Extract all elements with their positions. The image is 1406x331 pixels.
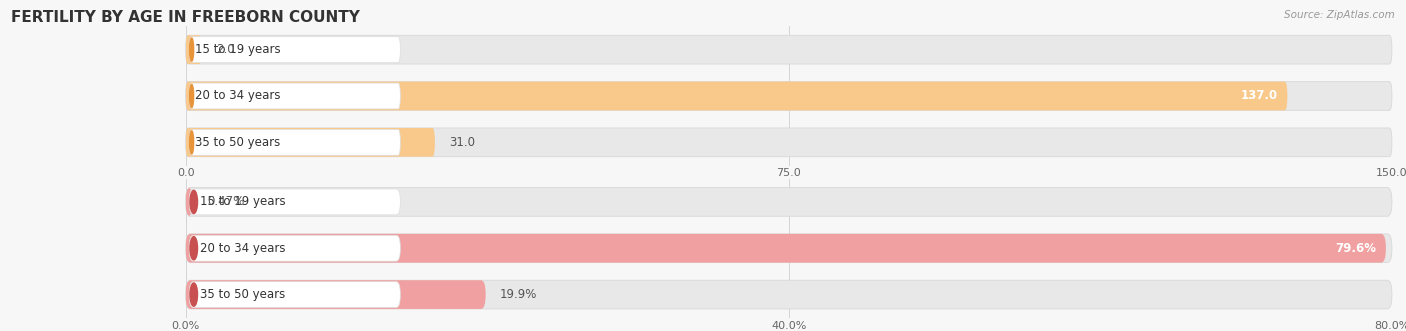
Text: 31.0: 31.0 bbox=[450, 136, 475, 149]
Text: 20 to 34 years: 20 to 34 years bbox=[195, 89, 280, 103]
Text: FERTILITY BY AGE IN FREEBORN COUNTY: FERTILITY BY AGE IN FREEBORN COUNTY bbox=[11, 10, 360, 25]
FancyBboxPatch shape bbox=[186, 82, 1288, 110]
Text: 15 to 19 years: 15 to 19 years bbox=[200, 195, 285, 209]
FancyBboxPatch shape bbox=[186, 234, 1386, 262]
Circle shape bbox=[190, 283, 197, 306]
Text: Source: ZipAtlas.com: Source: ZipAtlas.com bbox=[1284, 10, 1395, 20]
Text: 19.9%: 19.9% bbox=[501, 288, 537, 301]
FancyBboxPatch shape bbox=[186, 35, 1392, 64]
Text: 35 to 50 years: 35 to 50 years bbox=[195, 136, 280, 149]
Text: 137.0: 137.0 bbox=[1240, 89, 1278, 103]
Text: 0.47%: 0.47% bbox=[207, 195, 245, 209]
FancyBboxPatch shape bbox=[190, 83, 401, 109]
FancyBboxPatch shape bbox=[186, 35, 201, 64]
FancyBboxPatch shape bbox=[186, 128, 1392, 157]
Text: 35 to 50 years: 35 to 50 years bbox=[200, 288, 285, 301]
FancyBboxPatch shape bbox=[190, 235, 401, 261]
FancyBboxPatch shape bbox=[190, 189, 401, 215]
FancyBboxPatch shape bbox=[190, 129, 401, 155]
FancyBboxPatch shape bbox=[186, 188, 1392, 216]
Text: 15 to 19 years: 15 to 19 years bbox=[195, 43, 280, 56]
FancyBboxPatch shape bbox=[186, 128, 434, 157]
Circle shape bbox=[190, 131, 194, 154]
Circle shape bbox=[190, 38, 194, 61]
Circle shape bbox=[190, 84, 194, 108]
FancyBboxPatch shape bbox=[186, 82, 1392, 110]
FancyBboxPatch shape bbox=[186, 188, 193, 216]
FancyBboxPatch shape bbox=[186, 234, 1392, 262]
Text: 20 to 34 years: 20 to 34 years bbox=[200, 242, 285, 255]
FancyBboxPatch shape bbox=[190, 282, 401, 307]
Circle shape bbox=[190, 237, 197, 260]
Text: 2.0: 2.0 bbox=[217, 43, 235, 56]
Circle shape bbox=[190, 190, 197, 213]
FancyBboxPatch shape bbox=[190, 37, 401, 63]
FancyBboxPatch shape bbox=[186, 280, 485, 309]
Text: 79.6%: 79.6% bbox=[1336, 242, 1376, 255]
FancyBboxPatch shape bbox=[186, 280, 1392, 309]
